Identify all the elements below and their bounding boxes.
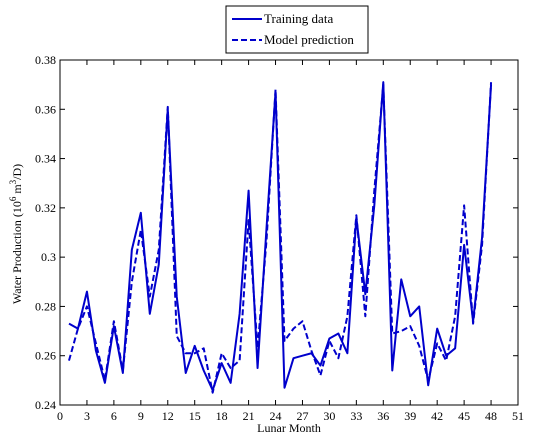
y-axis-label-prefix: Water Production (10: [10, 201, 24, 304]
x-tick-label: 6: [111, 409, 117, 423]
x-tick-label: 27: [296, 409, 308, 423]
y-tick-label: 0.28: [35, 299, 56, 313]
y-tick-label: 0.26: [35, 349, 56, 363]
x-tick-label: 48: [485, 409, 497, 423]
x-tick-label: 24: [270, 409, 282, 423]
x-tick-label: 36: [377, 409, 389, 423]
legend-label-training: Training data: [264, 11, 333, 26]
y-tick-label: 0.34: [35, 152, 56, 166]
legend: Training data Model prediction: [225, 5, 369, 54]
series-line-model-prediction: [68, 82, 493, 394]
series-line-training-data: [68, 81, 493, 392]
y-tick-label: 0.24: [35, 398, 56, 412]
x-axis-label: Lunar Month: [257, 421, 321, 435]
x-tick-label: 0: [57, 409, 63, 423]
x-tick-label: 12: [162, 409, 174, 423]
legend-box: [225, 5, 369, 54]
y-axis-label-suffix: /D): [10, 164, 24, 180]
x-tick-label: 33: [350, 409, 362, 423]
y-axis-label-sup1: 6: [8, 196, 18, 201]
x-tick-label: 21: [243, 409, 255, 423]
x-tick-label: 51: [512, 409, 524, 423]
y-axis-label-sup2: 3: [8, 179, 18, 184]
plot-frame: [59, 59, 519, 406]
x-tick-label: 42: [431, 409, 443, 423]
y-tick-label: 0.32: [35, 201, 56, 215]
x-tick-label: 15: [189, 409, 201, 423]
x-tick-label: 18: [216, 409, 228, 423]
y-axis-label-mid: m: [10, 184, 24, 197]
axis-ticks: 0 3 6 9 12 15 18 21 24 27 30 33 36 39 42 45 48 510.240.26…: [35, 53, 524, 423]
y-tick-label: 0.3: [41, 250, 56, 264]
y-axis-label: Water Production (106 m3/D): [8, 164, 24, 304]
x-tick-label: 30: [323, 409, 335, 423]
x-tick-label: 39: [404, 409, 416, 423]
y-tick-label: 0.36: [35, 102, 56, 116]
x-tick-label: 45: [458, 409, 470, 423]
y-tick-label: 0.38: [35, 53, 56, 67]
legend-label-prediction: Model prediction: [264, 32, 354, 47]
plot-area-border: [59, 59, 519, 406]
series-lines: [68, 81, 493, 394]
x-tick-label: 9: [138, 409, 144, 423]
x-tick-label: 3: [84, 409, 90, 423]
